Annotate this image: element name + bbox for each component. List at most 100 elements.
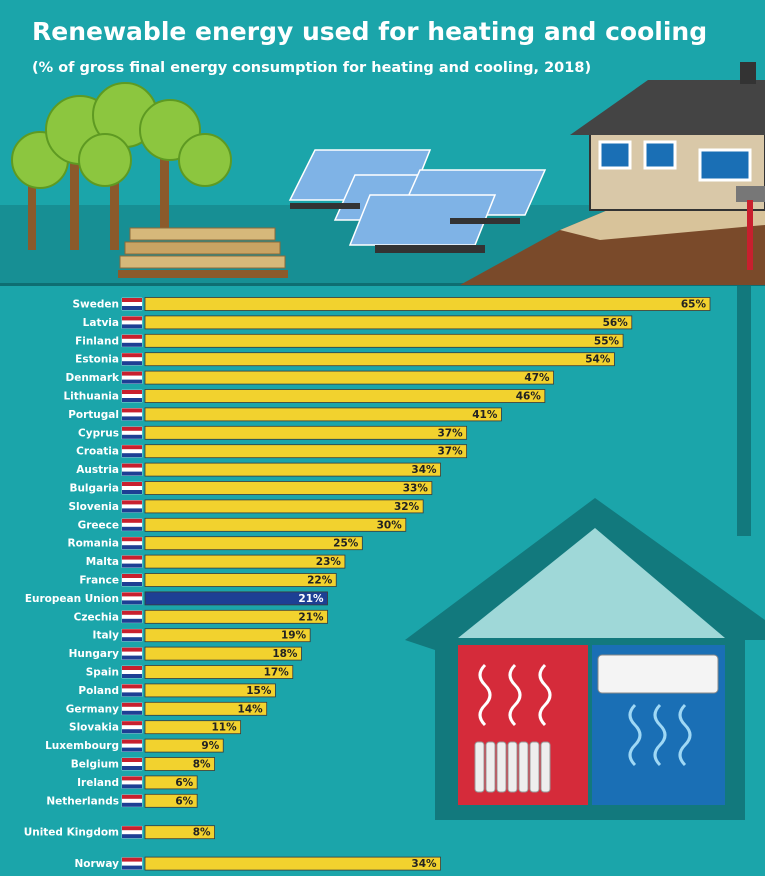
- radiator: [475, 742, 550, 792]
- category-label: Sweden: [73, 299, 120, 311]
- value-label: 11%: [211, 722, 237, 734]
- category-label: Estonia: [75, 354, 119, 366]
- category-label: Germany: [66, 703, 119, 715]
- category-label: Poland: [78, 685, 119, 697]
- flag-stripe: [122, 435, 142, 439]
- value-label: 54%: [585, 354, 611, 366]
- flag-stripe: [122, 629, 142, 633]
- category-label: Romania: [68, 538, 120, 550]
- category-label: Bulgaria: [69, 483, 119, 495]
- category-label: Norway: [75, 858, 120, 870]
- category-label: Lithuania: [63, 391, 119, 403]
- flag-stripe: [122, 556, 142, 560]
- flag-stripe: [122, 464, 142, 468]
- value-label: 6%: [175, 777, 193, 789]
- flag-stripe: [122, 453, 142, 457]
- flag-stripe: [122, 666, 142, 670]
- flag-stripe: [122, 427, 142, 431]
- value-label: 34%: [411, 464, 437, 476]
- flag-stripe: [122, 343, 142, 347]
- category-label: Latvia: [83, 317, 119, 329]
- category-label: Portugal: [68, 409, 119, 421]
- bar: [145, 518, 406, 531]
- value-label: 6%: [175, 795, 193, 807]
- flag-stripe: [122, 684, 142, 688]
- flag-stripe: [122, 729, 142, 733]
- flag-stripe: [122, 574, 142, 578]
- bar: [145, 408, 501, 421]
- air-conditioner: [598, 655, 718, 693]
- window: [700, 150, 750, 180]
- chart-title: Renewable energy used for heating and co…: [32, 17, 707, 46]
- flag-stripe: [122, 795, 142, 799]
- flag-stripe: [122, 784, 142, 788]
- flag-stripe: [122, 740, 142, 744]
- category-label: European Union: [25, 593, 119, 605]
- flag-stripe: [122, 611, 142, 615]
- bar: [145, 463, 441, 476]
- wood-pile: [118, 228, 288, 278]
- value-label: 32%: [394, 501, 420, 513]
- flag-stripe: [122, 592, 142, 596]
- flag-stripe: [122, 692, 142, 696]
- category-label: Malta: [86, 556, 119, 568]
- value-label: 37%: [437, 446, 463, 458]
- category-label: Ireland: [77, 777, 119, 789]
- bar: [145, 371, 554, 384]
- flag-stripe: [122, 858, 142, 862]
- category-label: Italy: [93, 630, 120, 642]
- flag-stripe: [122, 748, 142, 752]
- flag-stripe: [122, 445, 142, 449]
- value-label: 18%: [272, 648, 298, 660]
- flag-stripe: [122, 398, 142, 402]
- flag-stripe: [122, 472, 142, 476]
- category-label: United Kingdom: [24, 827, 119, 839]
- value-label: 19%: [281, 630, 307, 642]
- value-label: 17%: [264, 667, 290, 679]
- pipe-red: [747, 200, 753, 270]
- bar: [145, 316, 632, 329]
- flag-stripe: [122, 656, 142, 660]
- flag-stripe: [122, 482, 142, 486]
- value-label: 46%: [516, 391, 542, 403]
- category-label: Slovakia: [69, 722, 119, 734]
- chart: Renewable energy used for heating and co…: [0, 0, 765, 876]
- flag-stripe: [122, 600, 142, 604]
- bar: [145, 390, 545, 403]
- flag-stripe: [122, 545, 142, 549]
- flag-stripe: [122, 721, 142, 725]
- value-label: 41%: [472, 409, 498, 421]
- category-label: Cyprus: [78, 427, 119, 439]
- bar: [145, 500, 423, 513]
- value-label: 56%: [603, 317, 629, 329]
- bar: [145, 482, 432, 495]
- flag-stripe: [122, 637, 142, 641]
- category-label: Croatia: [76, 446, 119, 458]
- category-label: Denmark: [66, 372, 121, 384]
- category-label: Spain: [86, 667, 119, 679]
- flag-stripe: [122, 866, 142, 870]
- value-label: 37%: [437, 427, 463, 439]
- flag-stripe: [122, 298, 142, 302]
- flag-stripe: [122, 500, 142, 504]
- flag-stripe: [122, 766, 142, 770]
- flag-stripe: [122, 826, 142, 830]
- value-label: 34%: [411, 858, 437, 870]
- flag-stripe: [122, 582, 142, 586]
- category-label: Luxembourg: [45, 740, 119, 752]
- page: {"chart_data": {"type": "bar", "orientat…: [0, 0, 765, 876]
- value-label: 8%: [193, 759, 211, 771]
- bar: [145, 353, 614, 366]
- category-label: Austria: [76, 464, 119, 476]
- chart-subtitle: (% of gross final energy consumption for…: [32, 60, 591, 76]
- value-label: 23%: [316, 556, 342, 568]
- category-label: Greece: [78, 519, 119, 531]
- flag-stripe: [122, 324, 142, 328]
- flag-stripe: [122, 674, 142, 678]
- flag-stripe: [122, 527, 142, 531]
- category-label: Belgium: [71, 759, 119, 771]
- bar: [145, 334, 623, 347]
- flag-stripe: [122, 353, 142, 357]
- flag-stripe: [122, 834, 142, 838]
- value-label: 22%: [307, 575, 333, 587]
